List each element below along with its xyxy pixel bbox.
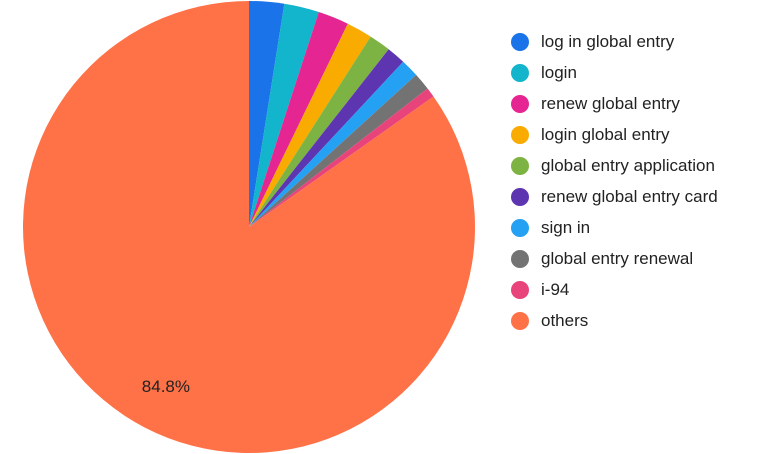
legend-label: login <box>541 63 577 82</box>
legend-label: renew global entry card <box>541 187 718 206</box>
legend-swatch <box>511 33 529 51</box>
legend-swatch <box>511 281 529 299</box>
legend-label: renew global entry <box>541 94 680 113</box>
pie-slice <box>249 12 348 227</box>
legend-item: i-94 <box>510 276 725 304</box>
legend-label: i-94 <box>541 280 570 299</box>
legend-swatch <box>511 95 529 113</box>
legend-item: login <box>510 59 725 87</box>
pie-area: 84.8% <box>22 1 475 453</box>
legend-swatch <box>511 250 529 268</box>
legend-item: global entry renewal <box>510 245 725 273</box>
pie-slice <box>249 23 371 228</box>
legend-label: login global entry <box>541 125 670 144</box>
legend-label: sign in <box>541 218 591 237</box>
legend-swatch <box>511 157 529 175</box>
legend-swatch <box>511 126 529 144</box>
pie-slice <box>249 74 428 227</box>
legend-swatch <box>511 219 529 237</box>
legend-swatch <box>511 188 529 206</box>
pie-slice <box>22 1 475 453</box>
legend: log in global entry login renew global ent… <box>510 28 725 338</box>
pie-slice <box>249 61 417 227</box>
legend-swatch <box>511 312 529 330</box>
legend-label: global entry renewal <box>541 249 694 268</box>
legend-swatch <box>511 64 529 82</box>
pie-slice <box>249 3 319 227</box>
legend-item: renew global entry card <box>510 183 725 211</box>
legend-item: sign in <box>510 214 725 242</box>
legend-item: log in global entry <box>510 28 725 56</box>
legend-item: renew global entry <box>510 90 725 118</box>
legend-item: login global entry <box>510 121 725 149</box>
pie-slice <box>249 88 434 228</box>
pie-slice <box>249 49 404 227</box>
slice-label: 84.8% <box>142 377 190 396</box>
legend-label: log in global entry <box>541 32 675 51</box>
pie-slice <box>249 1 285 227</box>
pie-slice <box>249 36 389 228</box>
legend-label: others <box>541 311 589 330</box>
legend-item: others <box>510 307 725 335</box>
legend-item: global entry application <box>510 152 725 180</box>
legend-label: global entry application <box>541 156 715 175</box>
